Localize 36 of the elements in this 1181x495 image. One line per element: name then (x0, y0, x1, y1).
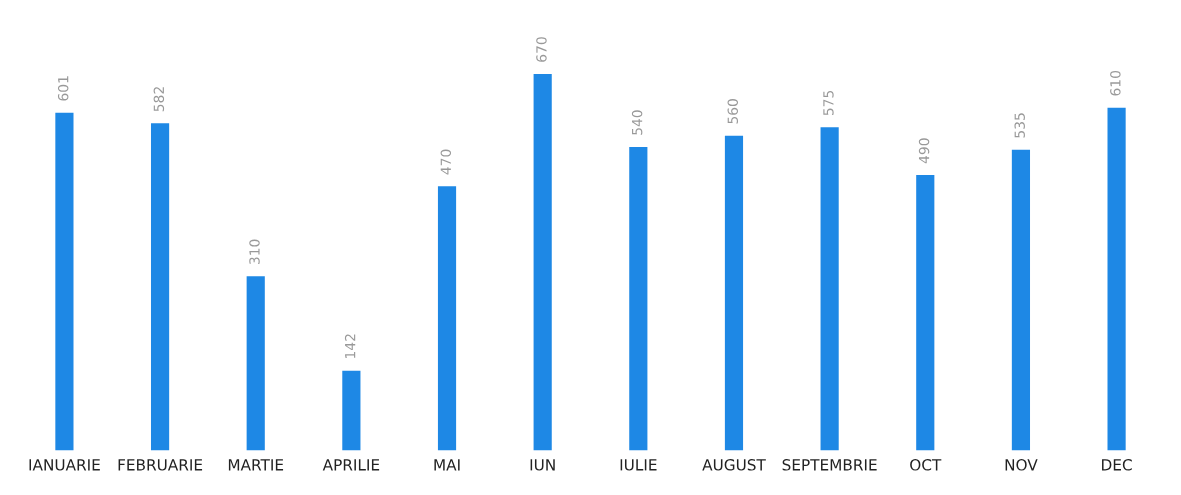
bar (437, 186, 457, 451)
data-label: 142 (344, 334, 356, 359)
data-label: 610 (1110, 70, 1121, 96)
x-tick-label: FEBRUARIE (118, 459, 203, 471)
x-tick-label: SEPTEMBRIE (782, 459, 877, 471)
data-label: 540 (631, 110, 643, 135)
x-tick-label: MAI (434, 459, 460, 471)
data-label: 490 (918, 138, 930, 164)
bar (916, 175, 935, 451)
bar (342, 370, 361, 451)
bar (55, 112, 74, 451)
data-label: 670 (536, 37, 547, 62)
bar (1011, 149, 1031, 451)
x-tick-label: MARTIE (228, 459, 284, 471)
data-label: 310 (249, 239, 260, 265)
bar (533, 73, 552, 451)
bar (150, 123, 170, 451)
x-tick-label: IUN (530, 459, 555, 471)
x-tick-label: AUGUST (702, 459, 766, 471)
data-label: 560 (727, 99, 739, 124)
data-label: 582 (153, 87, 165, 112)
bar (1107, 107, 1126, 451)
bar (629, 146, 648, 451)
bar (246, 276, 265, 451)
data-label: 575 (823, 90, 834, 116)
bar (724, 135, 744, 451)
data-label: 470 (440, 149, 452, 175)
x-tick-label: DEC (1102, 459, 1132, 471)
data-label: 535 (1014, 113, 1025, 138)
x-tick-label: NOV (1005, 459, 1038, 471)
x-tick-label: IANUARIE (29, 459, 100, 471)
bar (820, 127, 839, 451)
x-tick-label: IULIE (620, 459, 657, 471)
x-tick-label: OCT (910, 459, 942, 471)
x-tick-label: APRILIE (322, 459, 380, 471)
data-label: 601 (57, 76, 69, 101)
